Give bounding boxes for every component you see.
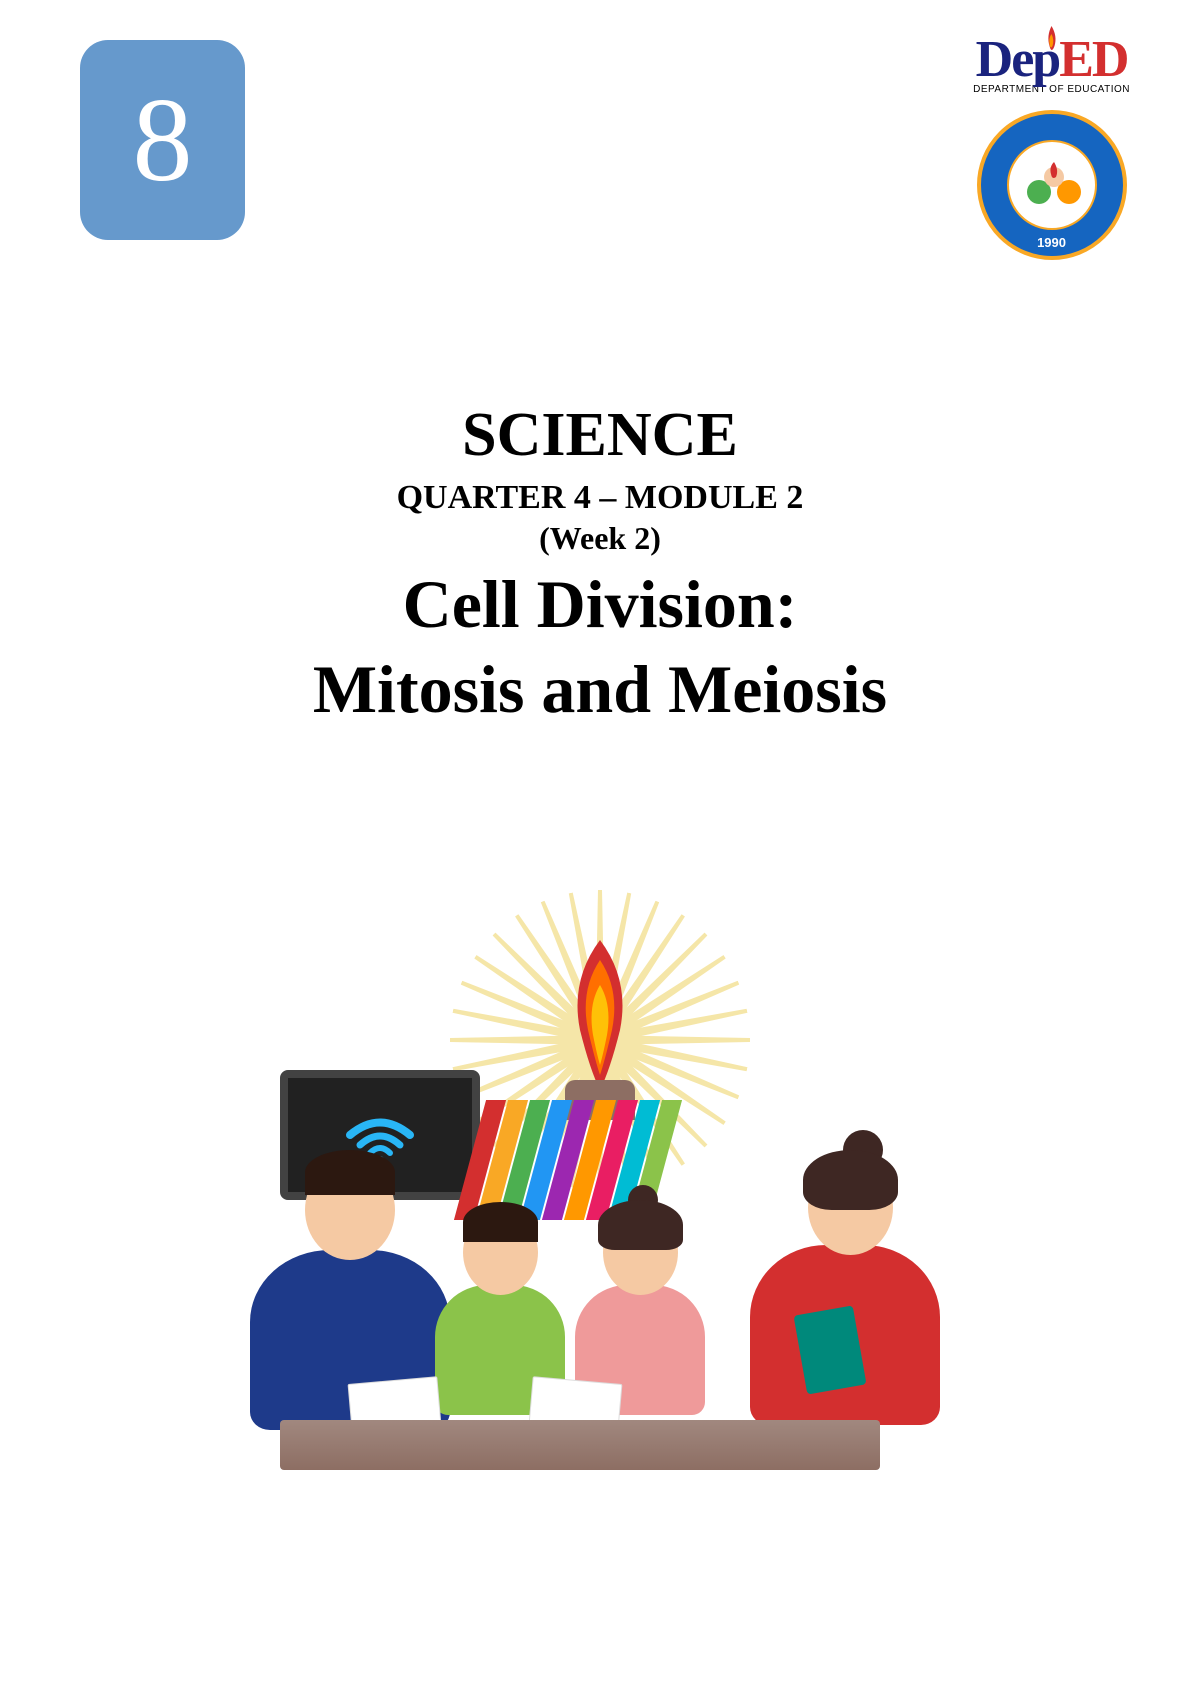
mother-figure (750, 1160, 950, 1425)
topic-title-line1: Cell Division: (0, 567, 1200, 642)
grade-badge: 8 (80, 40, 245, 240)
module-info: QUARTER 4 – MODULE 2 (0, 476, 1200, 520)
seal-year: 1990 (981, 235, 1123, 250)
table (280, 1420, 880, 1470)
cover-illustration (250, 870, 950, 1470)
subject-title: SCIENCE (0, 400, 1200, 471)
deped-p-text: p (1032, 31, 1059, 88)
logos-container: DepED DEPARTMENT OF EDUCATION 1990 (973, 30, 1130, 260)
deped-logo: DepED DEPARTMENT OF EDUCATION (973, 30, 1130, 95)
deped-ed-text: ED (1059, 31, 1127, 88)
title-block: SCIENCE QUARTER 4 – MODULE 2 (Week 2) Ce… (0, 400, 1200, 727)
week-info: (Week 2) (0, 520, 1200, 557)
seal-inner (1007, 140, 1097, 230)
torch-flame-icon (540, 940, 660, 1100)
division-seal: 1990 (977, 110, 1127, 260)
grade-number: 8 (133, 71, 193, 209)
family-illustration (250, 1160, 950, 1470)
topic-title-line2: Mitosis and Meiosis (0, 652, 1200, 727)
deped-de-text: De (976, 31, 1033, 88)
